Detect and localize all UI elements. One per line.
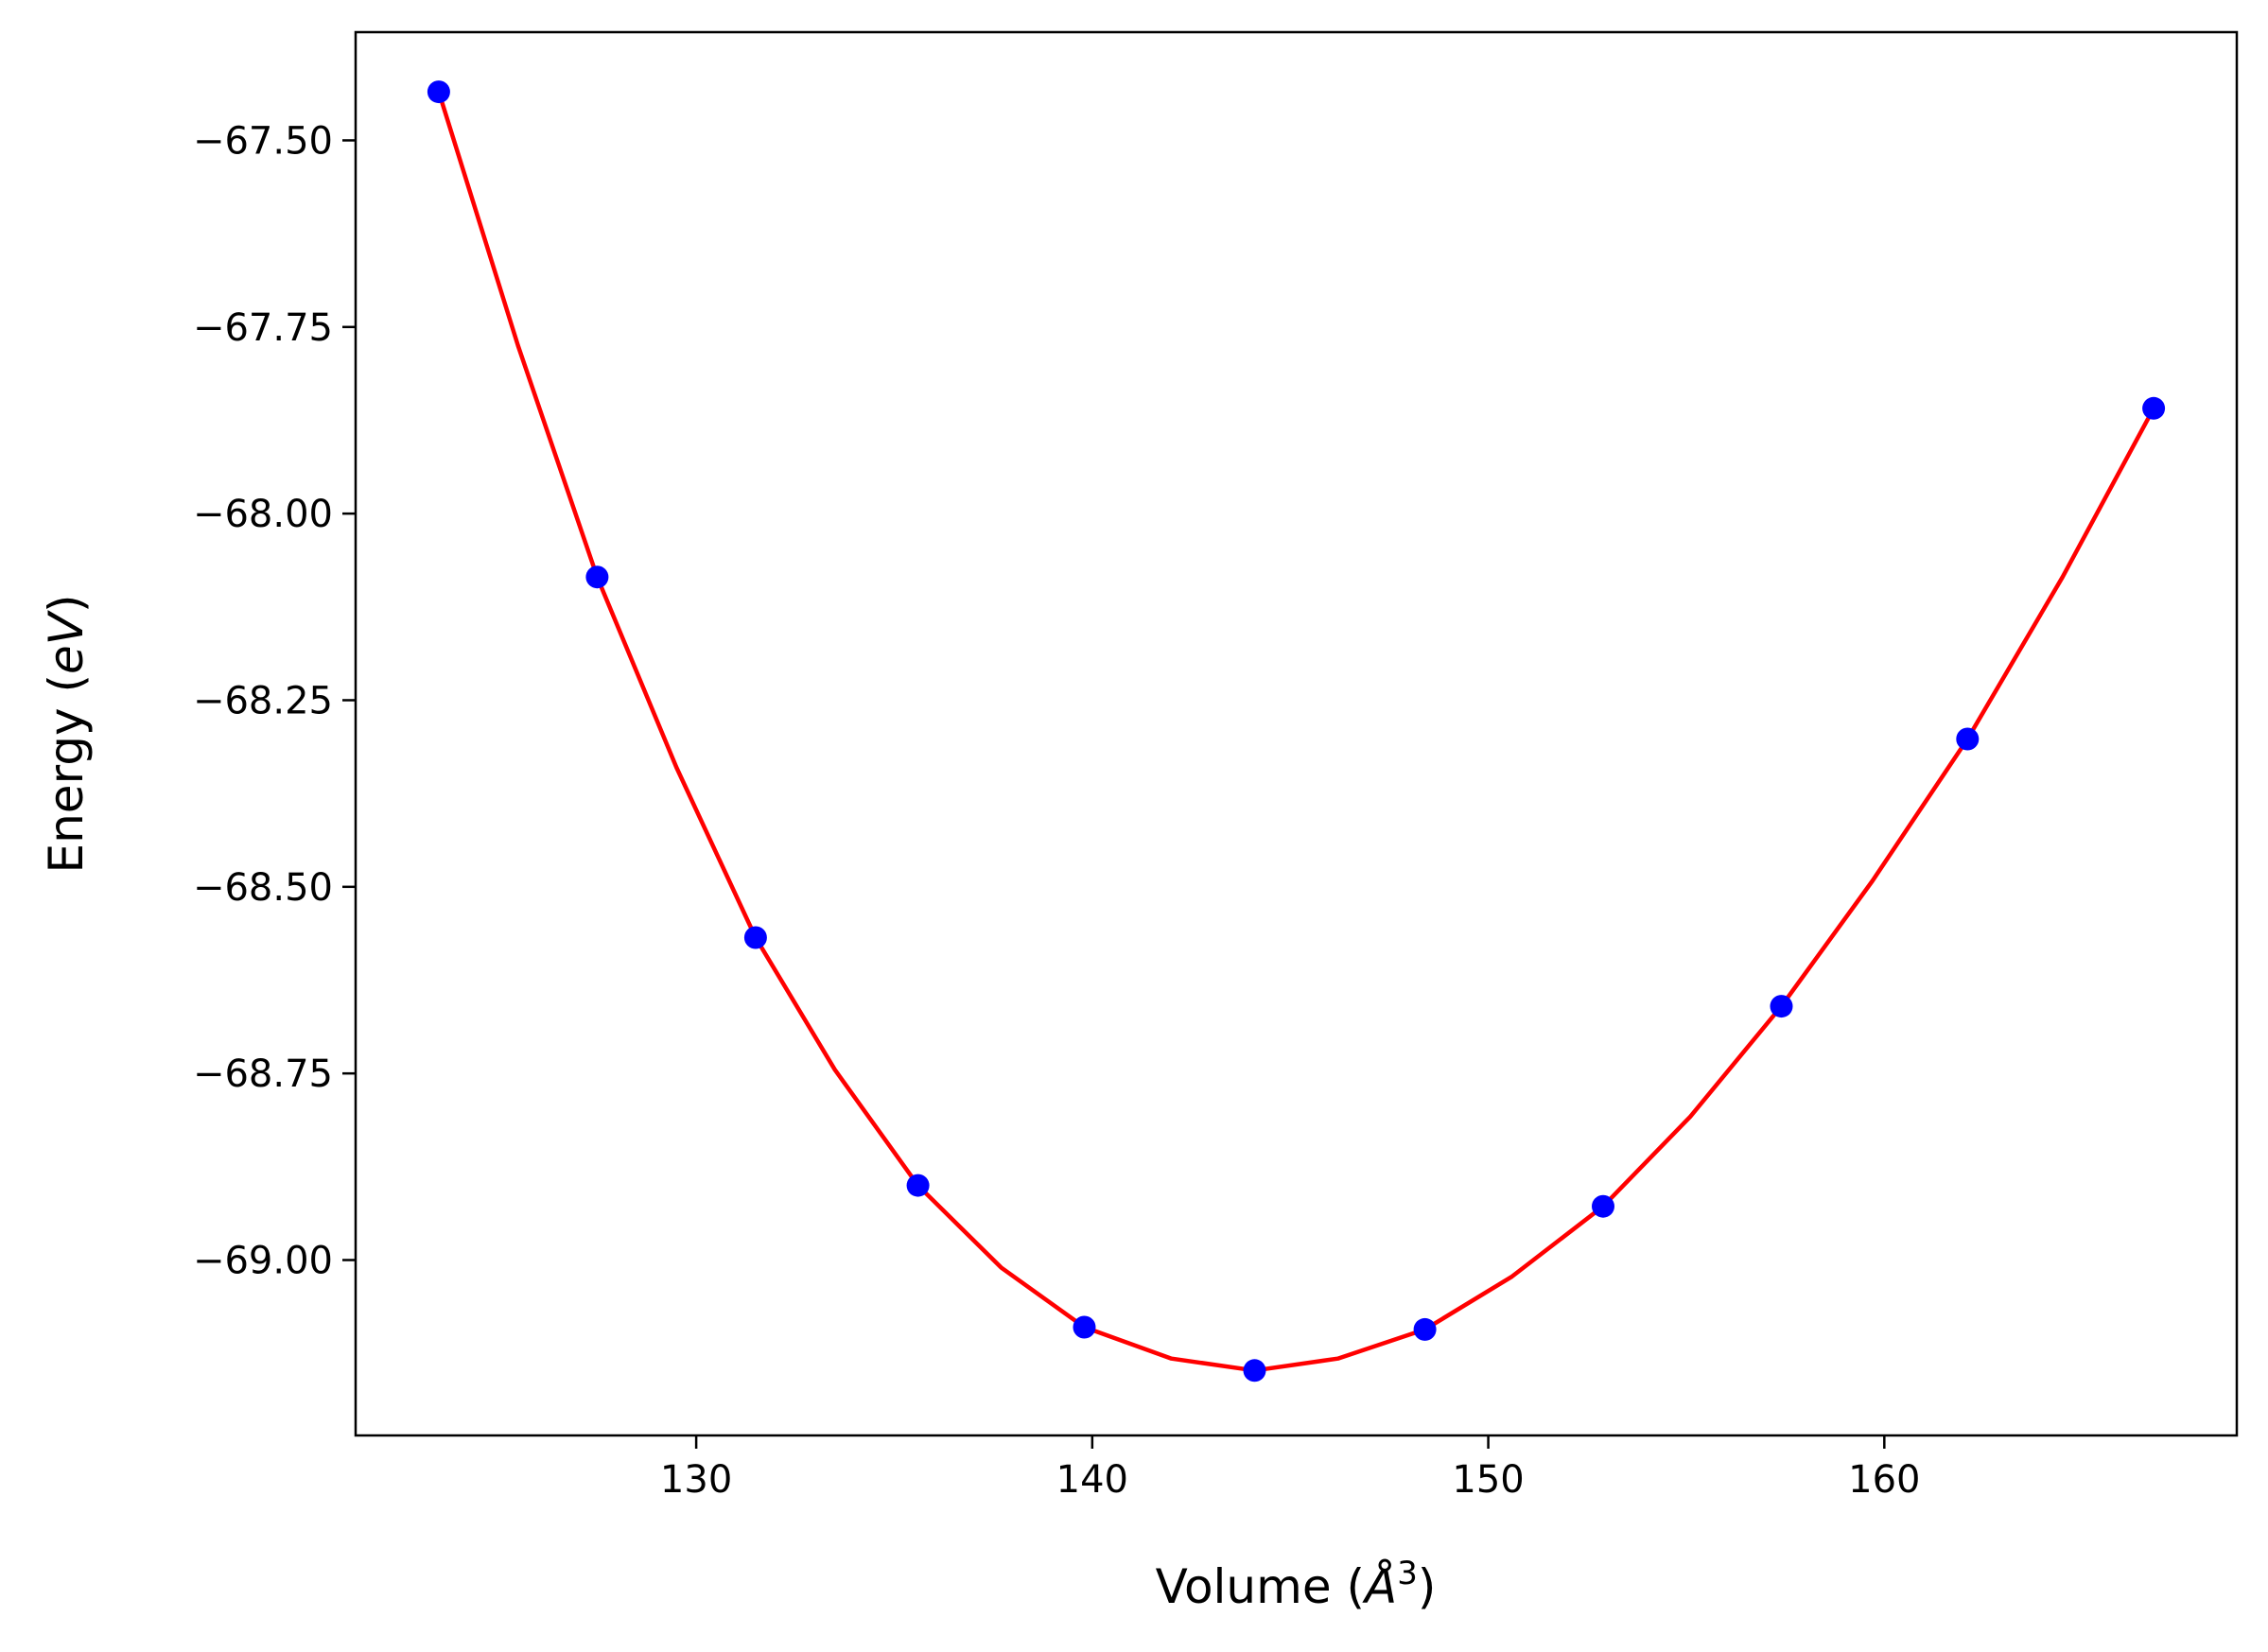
plot-frame <box>354 30 2239 1437</box>
y-tick-label: −67.50 <box>193 119 333 163</box>
plot-area <box>427 80 2166 1382</box>
data-point <box>1413 1317 1437 1341</box>
data-point <box>585 565 609 589</box>
data-point <box>743 926 767 949</box>
data-point <box>906 1174 930 1197</box>
x-tick-label: 130 <box>660 1458 732 1502</box>
y-axis: −67.50 −67.75 −68.00 −68.25 −68.50 −68.75 −69.… <box>193 119 356 1283</box>
y-tick-label: −68.00 <box>193 493 333 536</box>
data-point <box>2142 396 2166 420</box>
x-axis: 130 140 150 160 <box>660 1435 1921 1502</box>
x-tick-label: 140 <box>1056 1458 1128 1502</box>
y-tick-label: −68.75 <box>193 1052 333 1096</box>
data-point <box>1956 727 1980 751</box>
y-tick-label: −68.25 <box>193 679 333 722</box>
data-point <box>1073 1315 1096 1339</box>
y-tick-label: −69.00 <box>193 1240 333 1283</box>
y-tick-label: −68.50 <box>193 866 333 910</box>
data-point <box>1770 995 1793 1018</box>
x-tick-label: 160 <box>1848 1458 1920 1502</box>
data-point <box>1592 1194 1614 1218</box>
data-point <box>427 80 450 104</box>
data-point <box>1243 1359 1266 1382</box>
y-tick-label: −67.75 <box>193 306 333 350</box>
y-axis-label: Energy (eV) <box>39 595 94 874</box>
x-axis-label: Volume (Å3) <box>1156 1555 1437 1614</box>
x-tick-label: 150 <box>1452 1458 1524 1502</box>
